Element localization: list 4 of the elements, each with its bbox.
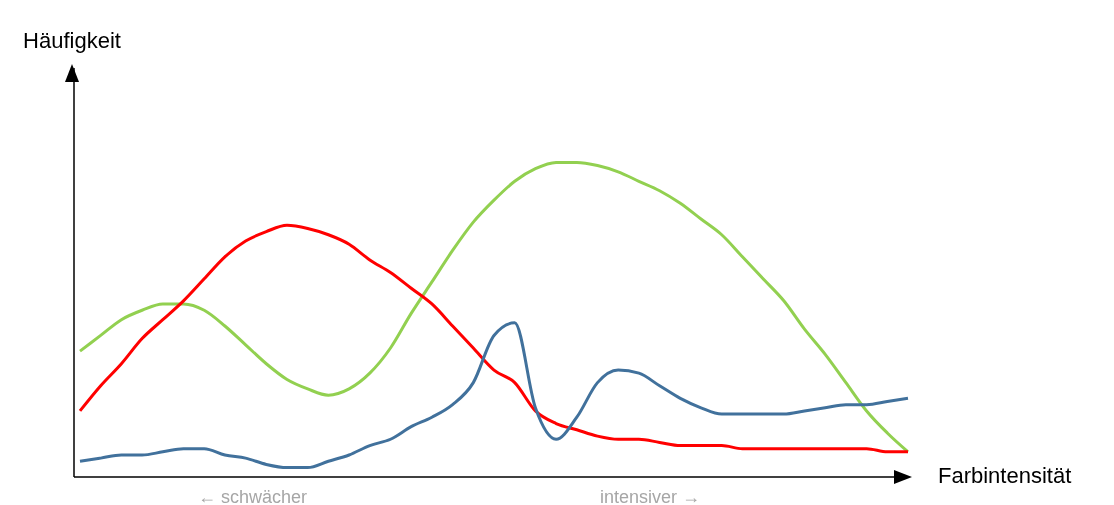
text: intensiver → bbox=[600, 487, 701, 505]
x-axis-title: Farbintensität bbox=[938, 463, 1072, 489]
text: ← schwächer bbox=[198, 487, 308, 505]
y-axis-title: Häufigkeit bbox=[23, 28, 121, 54]
